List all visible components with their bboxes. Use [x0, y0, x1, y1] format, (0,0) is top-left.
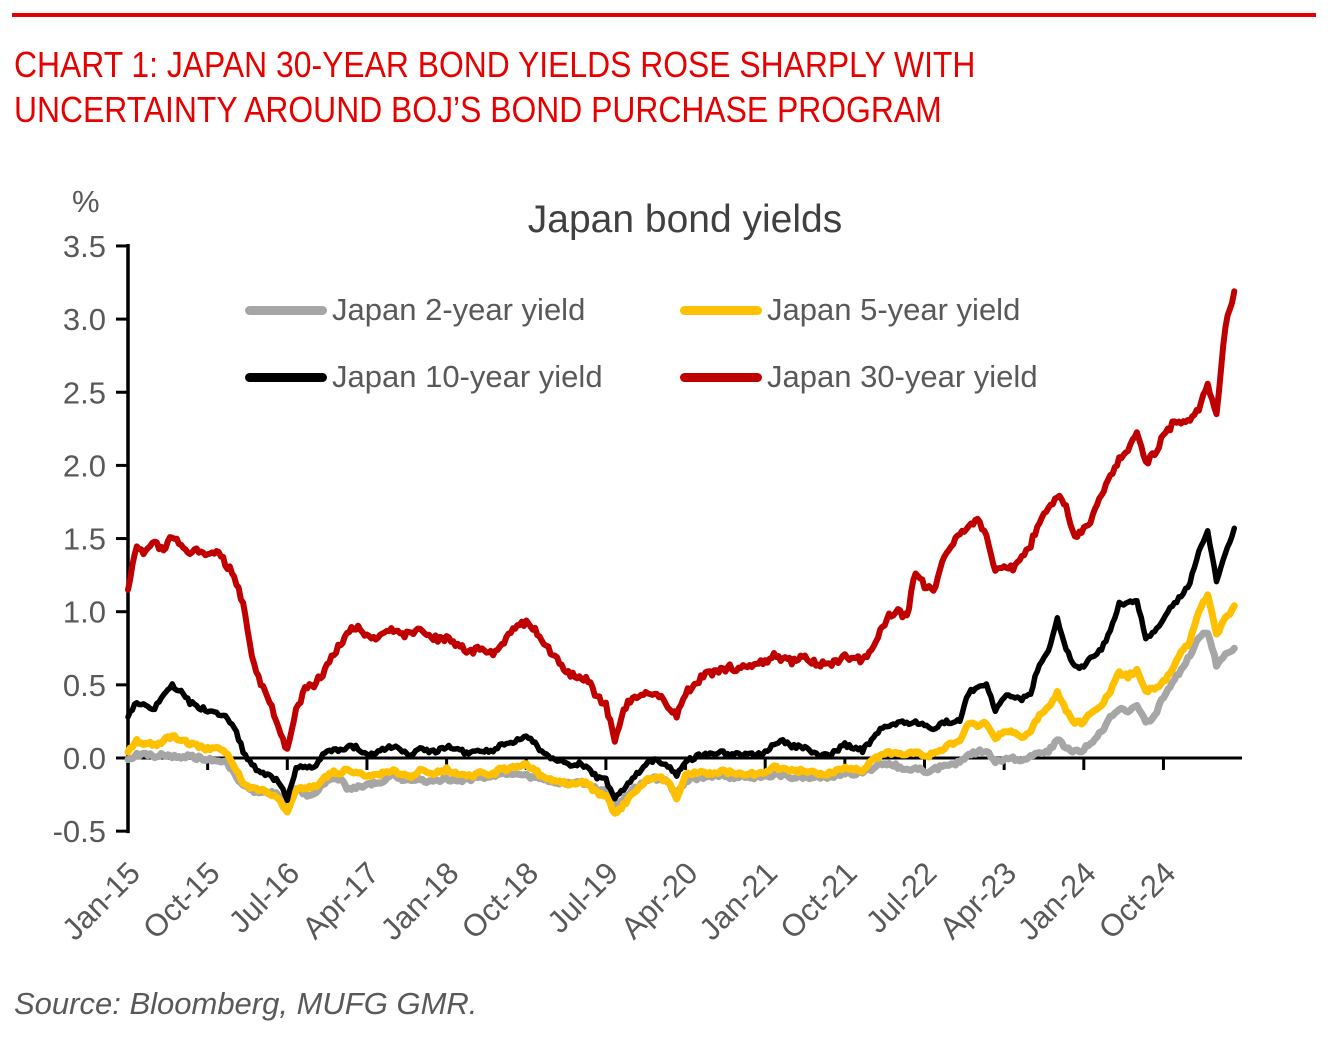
legend-label-30-year: Japan 30-year yield	[767, 359, 1038, 394]
x-axis-tick-label: Oct-15	[136, 855, 227, 946]
legend-item-2-year: Japan 2-year yield	[245, 292, 586, 327]
series-line-japan-5-year-yield	[124, 591, 1238, 817]
legend-label-2-year: Japan 2-year yield	[332, 292, 586, 327]
chart-headline-line2: UNCERTAINTY AROUND BOJ’S BOND PURCHASE P…	[14, 89, 942, 131]
x-axis-tick-label: Jul-19	[540, 855, 624, 939]
x-axis-tick-label: Jan-24	[1011, 855, 1103, 947]
x-axis-tick-label: Apr-23	[933, 855, 1024, 946]
y-axis-tick-label: 3.5	[63, 229, 106, 264]
series-line-japan-30-year-yield	[125, 288, 1238, 752]
x-axis-tick-label: Apr-20	[614, 855, 705, 946]
legend-item-10-year: Japan 10-year yield	[245, 359, 603, 394]
legend-swatch-5-year	[680, 305, 762, 315]
x-axis-tick-label: Apr-17	[295, 855, 386, 946]
y-axis-tick-label: 2.0	[63, 448, 106, 483]
source-attribution: Source: Bloomberg, MUFG GMR.	[14, 986, 478, 1021]
x-axis-tick-label: Jul-16	[222, 855, 306, 939]
chart-headline: CHART 1: JAPAN 30-YEAR BOND YIELDS ROSE …	[14, 42, 975, 133]
x-axis-tick-label: Jan-21	[692, 855, 784, 947]
y-axis-tick-label: -0.5	[53, 814, 106, 849]
bond-yields-line-chart: 3.5 3.0 2.5 2.0 1.5 1.0 0.5 0.0 -0.5 Jan-15Oct-15…	[53, 229, 1242, 947]
y-axis-tick-label: 3.0	[63, 302, 106, 337]
y-axis-tick-label: 1.0	[63, 595, 106, 630]
top-rule-divider	[12, 13, 1316, 17]
x-axis-tick-label: Jul-22	[859, 855, 943, 939]
y-axis-unit-label: %	[72, 184, 100, 219]
chart-title: Japan bond yields	[527, 198, 843, 241]
y-axis-tick-label: 0.5	[63, 668, 106, 703]
legend-swatch-10-year	[245, 372, 327, 382]
x-axis-tick-label: Jan-15	[55, 855, 147, 947]
legend-item-5-year: Japan 5-year yield	[680, 292, 1021, 327]
y-axis-tick-label: 2.5	[63, 375, 106, 410]
legend-label-10-year: Japan 10-year yield	[332, 359, 603, 394]
legend-swatch-30-year	[680, 372, 762, 382]
x-axis-tick-label: Jan-18	[374, 855, 466, 947]
legend-item-30-year: Japan 30-year yield	[680, 359, 1038, 394]
legend-label-5-year: Japan 5-year yield	[767, 292, 1021, 327]
x-axis-tick-label: Oct-21	[773, 855, 864, 946]
x-axis-tick-label: Oct-24	[1092, 855, 1183, 946]
chart-headline-line1: CHART 1: JAPAN 30-YEAR BOND YIELDS ROSE …	[14, 44, 976, 85]
x-axis-tick-label: Oct-18	[455, 855, 546, 946]
legend-swatch-2-year	[245, 305, 327, 315]
series-line-japan-10-year-yield	[125, 525, 1238, 804]
y-axis-tick-label: 0.0	[63, 741, 106, 776]
y-axis-tick-label: 1.5	[63, 522, 106, 557]
